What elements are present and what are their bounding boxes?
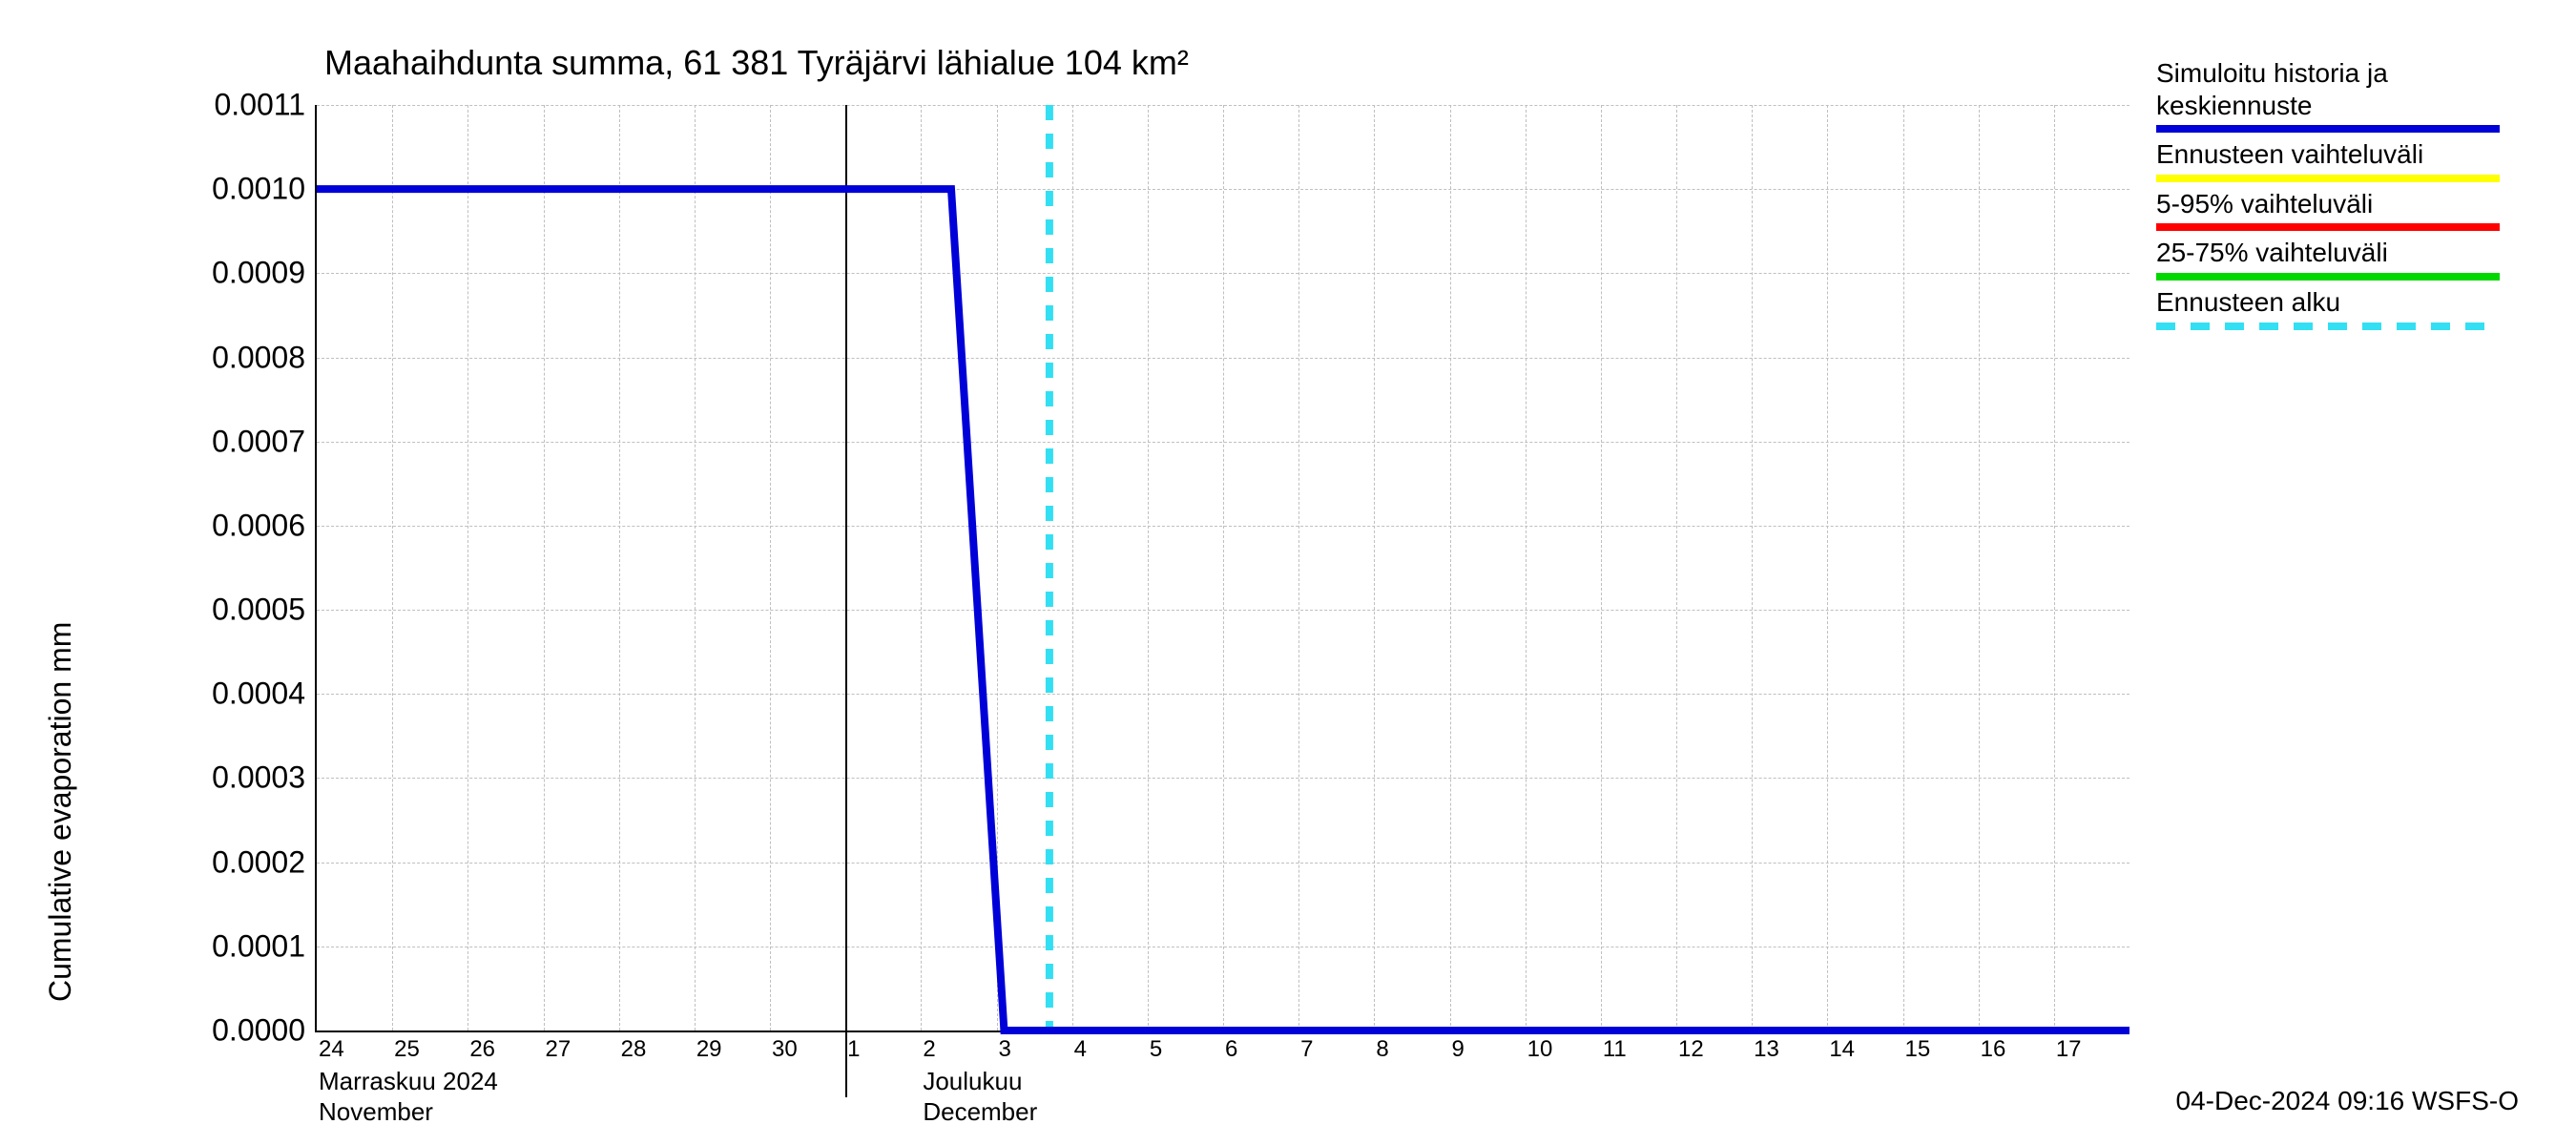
x-tick-label: 30 (772, 1036, 798, 1063)
legend-swatch (2156, 125, 2500, 133)
y-tick-label: 0.0007 (124, 424, 305, 459)
x-tick-label: 28 (621, 1036, 647, 1063)
chart-svg (317, 105, 2129, 1030)
x-tick-label: 24 (319, 1036, 344, 1063)
x-month-label-bottom: November (319, 1097, 433, 1127)
x-tick-label: 25 (394, 1036, 420, 1063)
y-axis-label: Cumulative evaporation mm (43, 622, 78, 1002)
x-tick-label: 11 (1603, 1036, 1627, 1063)
x-tick-label: 16 (1981, 1036, 2006, 1063)
legend-label: Ennusteen alku (2156, 286, 2500, 319)
legend-label: 25-75% vaihteluväli (2156, 237, 2500, 269)
x-tick-label: 1 (847, 1036, 860, 1063)
y-tick-label: 0.0009 (124, 256, 305, 291)
legend-item: 25-75% vaihteluväli (2156, 237, 2500, 281)
plot-area (315, 105, 2129, 1032)
legend-swatch (2156, 273, 2500, 281)
x-month-label-top: Joulukuu (923, 1067, 1022, 1096)
x-tick-label: 8 (1376, 1036, 1388, 1063)
x-tick-label: 4 (1074, 1036, 1087, 1063)
y-tick-label: 0.0003 (124, 760, 305, 796)
legend-label: 5-95% vaihteluväli (2156, 188, 2500, 220)
legend-item: Ennusteen vaihteluväli (2156, 138, 2500, 182)
x-tick-label: 2 (923, 1036, 935, 1063)
x-tick-label: 17 (2056, 1036, 2082, 1063)
legend: Simuloitu historia ja keskiennuste Ennust… (2156, 57, 2500, 336)
legend-item: Simuloitu historia ja keskiennuste (2156, 57, 2500, 133)
x-tick-label: 7 (1300, 1036, 1313, 1063)
x-tick-label: 3 (999, 1036, 1011, 1063)
legend-item: Ennusteen alku (2156, 286, 2500, 330)
legend-item: 5-95% vaihteluväli (2156, 188, 2500, 232)
timestamp-label: 04-Dec-2024 09:16 WSFS-O (2176, 1086, 2520, 1116)
x-tick-label: 10 (1527, 1036, 1553, 1063)
y-tick-label: 0.0000 (124, 1013, 305, 1049)
y-tick-label: 0.0004 (124, 677, 305, 712)
x-tick-label: 13 (1754, 1036, 1779, 1063)
x-month-label-top: Marraskuu 2024 (319, 1067, 498, 1096)
x-tick-label: 27 (546, 1036, 571, 1063)
chart-title: Maahaihdunta summa, 61 381 Tyräjärvi läh… (324, 43, 1189, 83)
y-tick-label: 0.0010 (124, 172, 305, 207)
legend-swatch (2156, 223, 2500, 231)
main-series-line (317, 189, 2129, 1030)
y-tick-label: 0.0005 (124, 593, 305, 628)
y-tick-label: 0.0006 (124, 508, 305, 543)
y-tick-label: 0.0008 (124, 340, 305, 375)
x-tick-label: 14 (1829, 1036, 1855, 1063)
legend-label: Simuloitu historia ja keskiennuste (2156, 57, 2500, 121)
x-tick-label: 29 (696, 1036, 722, 1063)
x-tick-label: 12 (1678, 1036, 1704, 1063)
y-tick-label: 0.0011 (124, 88, 305, 123)
x-tick-label: 26 (469, 1036, 495, 1063)
legend-swatch (2156, 175, 2500, 182)
legend-swatch (2156, 323, 2500, 330)
x-tick-label: 6 (1225, 1036, 1237, 1063)
legend-label: Ennusteen vaihteluväli (2156, 138, 2500, 171)
x-tick-label: 15 (1905, 1036, 1931, 1063)
x-tick-label: 5 (1150, 1036, 1162, 1063)
x-tick-label: 9 (1452, 1036, 1465, 1063)
x-month-label-bottom: December (923, 1097, 1037, 1127)
y-tick-label: 0.0002 (124, 844, 305, 880)
y-tick-label: 0.0001 (124, 928, 305, 964)
